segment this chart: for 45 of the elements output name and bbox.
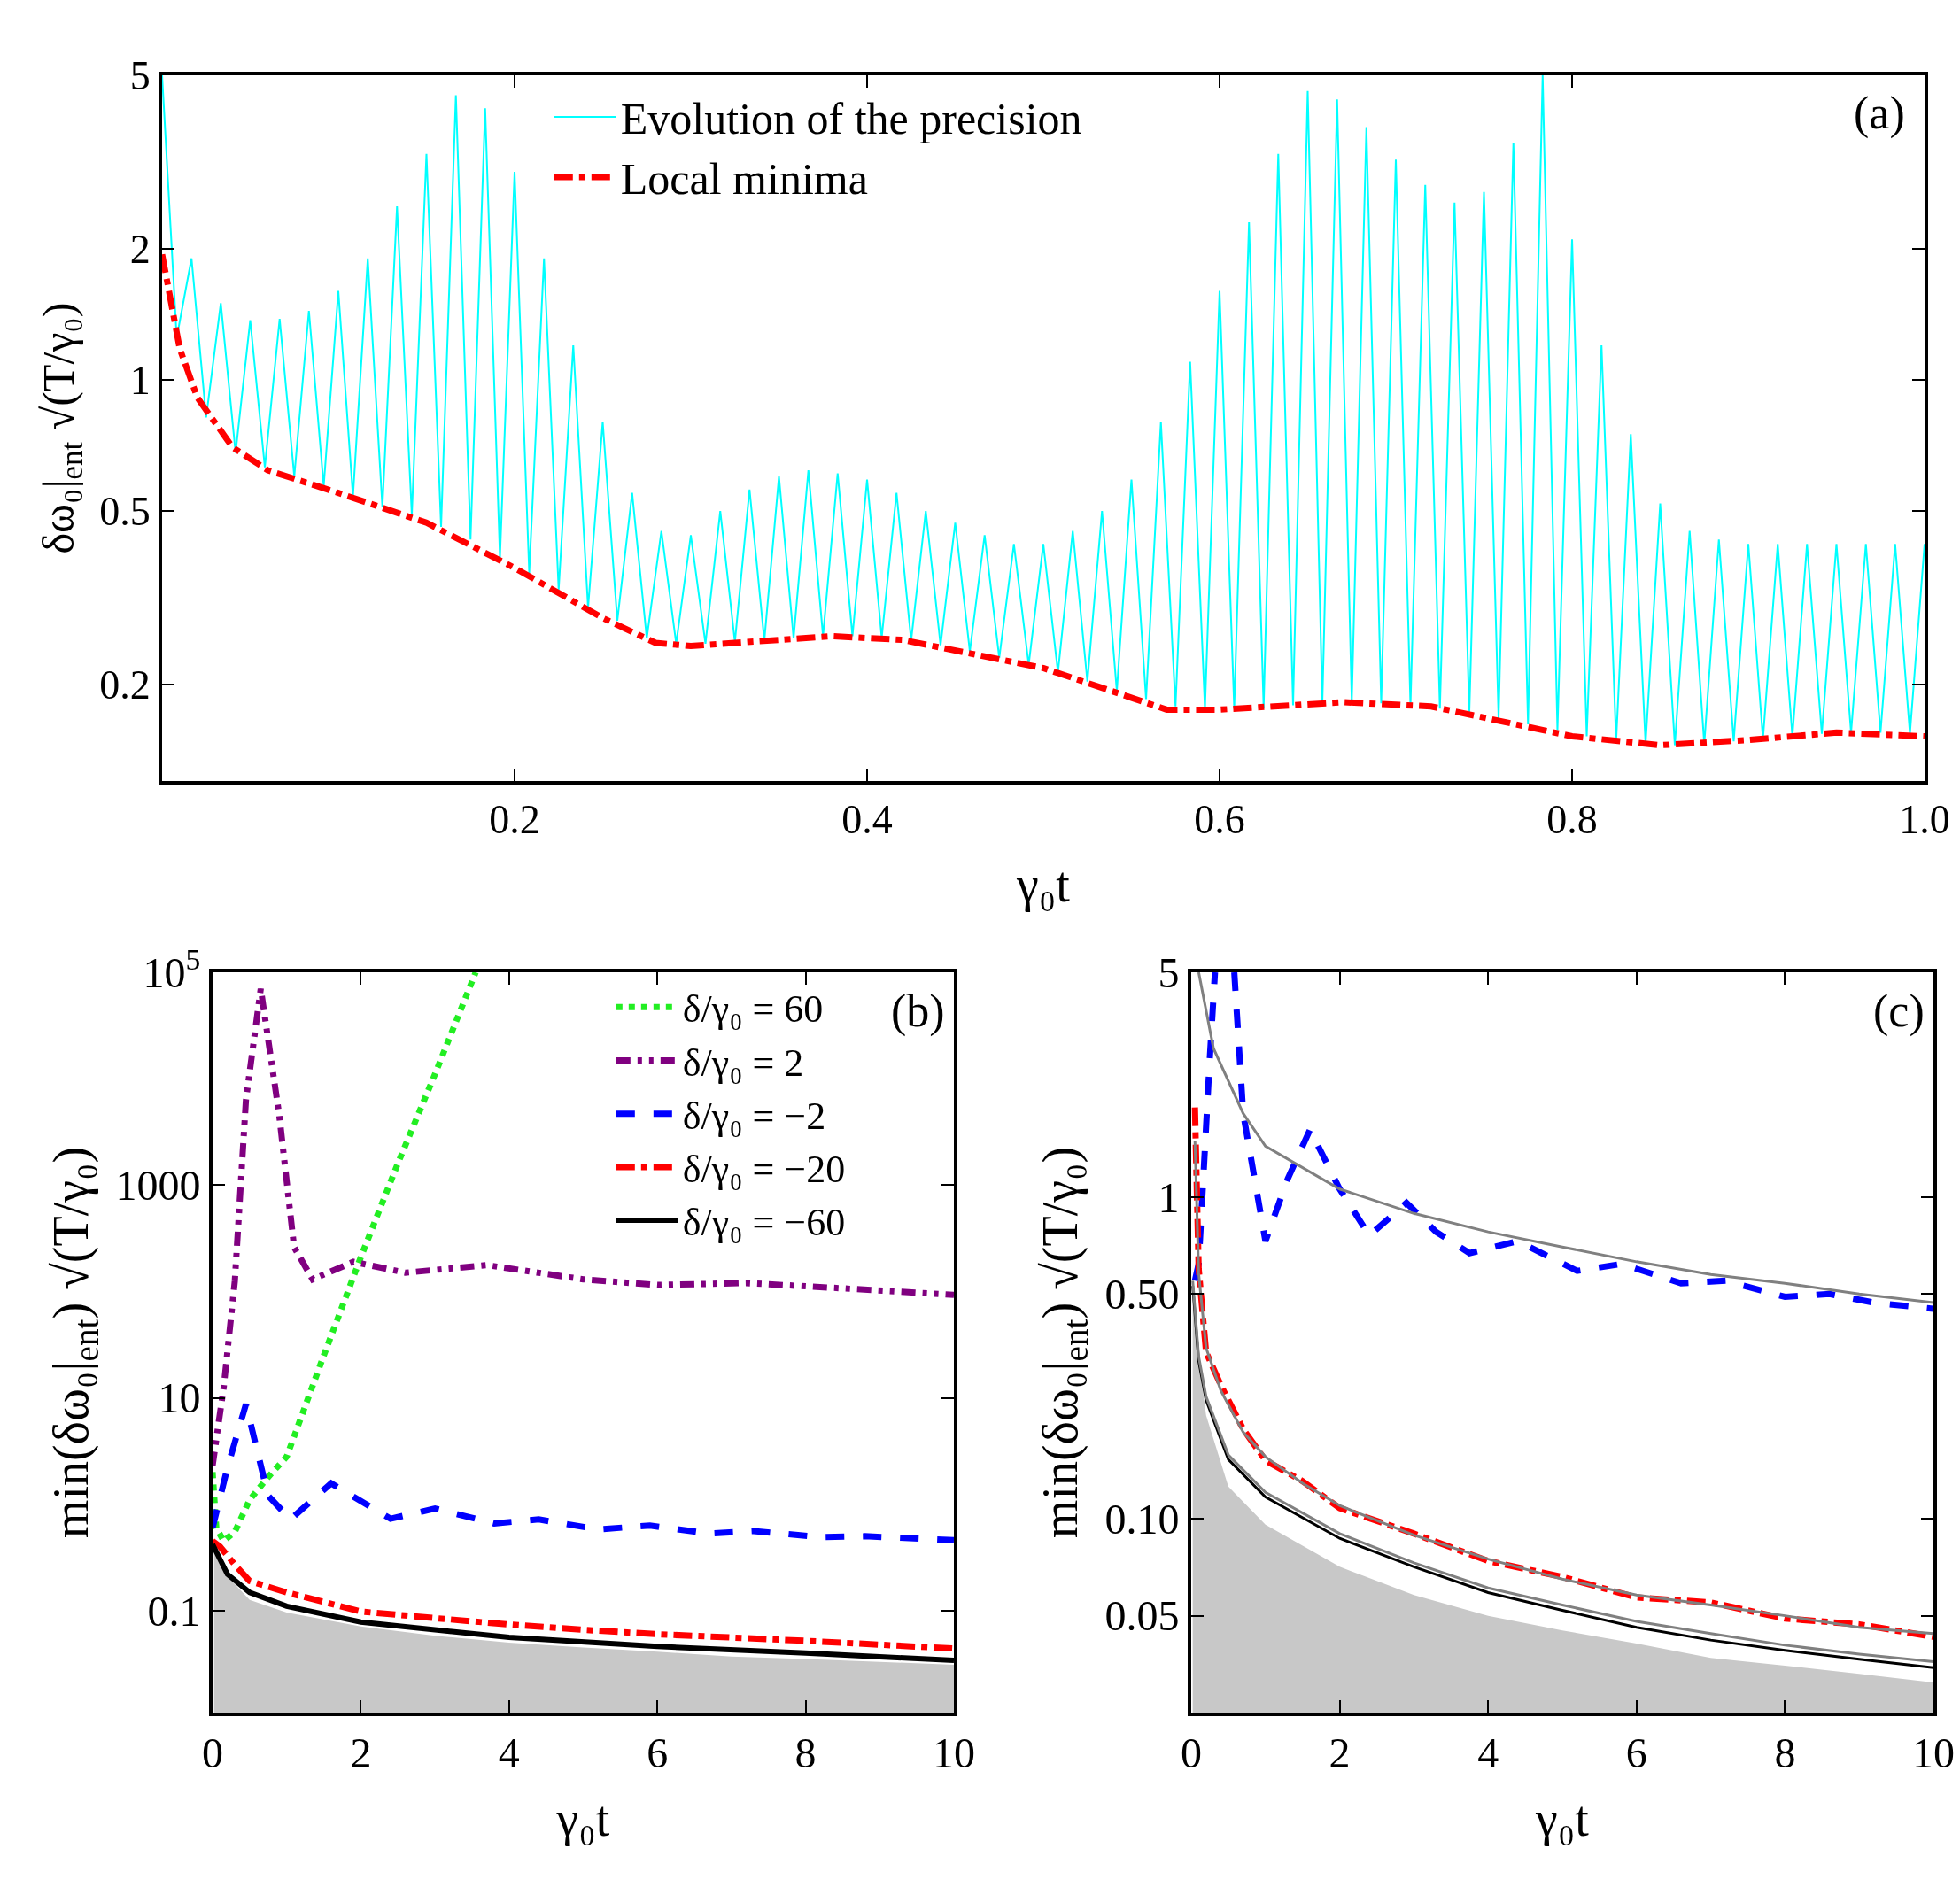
x-tick-label: 2	[350, 1729, 372, 1776]
x-tick-label: 6	[1625, 1729, 1647, 1776]
x-axis-title: γ₀t	[1535, 1791, 1590, 1846]
legend-label: δ/γ₀ = −2	[682, 1094, 826, 1138]
legend-label: Evolution of the precision	[620, 94, 1082, 144]
annotation: (a)	[1854, 88, 1905, 139]
annotation: (c)	[1873, 986, 1925, 1037]
y-tick-label: 1	[129, 358, 151, 404]
legend-label: δ/γ₀ = 2	[682, 1040, 804, 1085]
x-tick-label: 1.0	[1899, 797, 1950, 843]
x-tick-label: 6	[647, 1729, 669, 1776]
y-tick-label: 0.10	[1104, 1496, 1180, 1543]
x-tick-label: 8	[794, 1729, 817, 1776]
x-tick-label: 0.6	[1194, 797, 1245, 843]
line-series	[162, 75, 1925, 746]
x-tick-label: 0.8	[1546, 797, 1598, 843]
y-tick-label: 2	[129, 226, 151, 272]
y-tick-label: 0.5	[99, 489, 151, 535]
y-tick-label: 0.1	[147, 1587, 201, 1635]
x-tick-label: 8	[1774, 1729, 1796, 1776]
y-tick-label: 10$^{5}$	[143, 942, 201, 996]
x-tick-label: 4	[1477, 1729, 1499, 1776]
x-tick-label: 10	[933, 1729, 975, 1776]
x-tick-label: 0	[1181, 1729, 1202, 1776]
x-tick-label: 0.2	[489, 797, 540, 843]
legend-label: δ/γ₀ = 60	[682, 987, 824, 1032]
y-tick-label: 1000	[115, 1162, 201, 1210]
legend-label: δ/γ₀ = −60	[682, 1201, 846, 1245]
y-tick-label: 0.50	[1104, 1271, 1180, 1319]
legend-label: Local minima	[620, 154, 868, 205]
y-tick-label: 0.2	[99, 661, 151, 708]
y-tick-label: 1	[1158, 1173, 1180, 1221]
y-tick-label: 5	[1158, 948, 1180, 996]
x-tick-label: 0.4	[841, 797, 893, 843]
y-tick-label: 10	[158, 1374, 201, 1422]
x-tick-label: 10	[1912, 1729, 1955, 1776]
y-tick-label: 5	[129, 53, 151, 99]
legend-label: δ/γ₀ = −20	[682, 1148, 846, 1192]
x-axis-title: γ₀t	[1016, 857, 1071, 913]
x-tick-label: 2	[1329, 1729, 1351, 1776]
x-tick-label: 0	[202, 1729, 223, 1776]
x-axis-title: γ₀t	[555, 1791, 610, 1846]
x-tick-label: 4	[498, 1729, 520, 1776]
annotation: (b)	[891, 986, 945, 1037]
y-tick-label: 0.05	[1104, 1592, 1180, 1640]
